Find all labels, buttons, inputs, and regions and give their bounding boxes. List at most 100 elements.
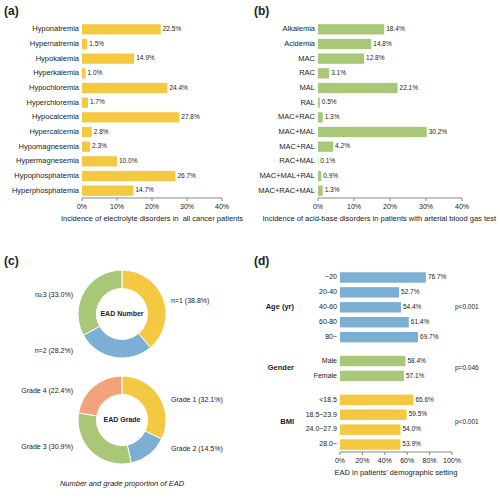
x-tick-label: 80% [423, 457, 437, 464]
category-label: MAC [298, 54, 315, 63]
category-label: 24.0~27.9 [306, 425, 337, 432]
category-label: 60-80 [319, 318, 337, 325]
p-value: p=0.046 [455, 364, 479, 372]
category-label: MAL [300, 83, 315, 92]
p-value: p<0.001 [455, 418, 479, 426]
data-label: 2.3% [92, 142, 107, 149]
data-label: 4.2% [335, 142, 350, 149]
x-axis-label: EAD in patients' demographic setting [335, 468, 458, 477]
bar [82, 171, 175, 181]
data-label: 69.7% [420, 333, 439, 340]
panel-label: (d) [254, 254, 269, 268]
bar [318, 54, 364, 64]
data-label: 76.7% [428, 273, 447, 280]
slice-label: Grade 1 (32.1%) [171, 396, 223, 404]
x-tick [318, 198, 319, 201]
chart-root: Hyponatremia22.5%Hypernatremia1.5%Hypoka… [0, 0, 500, 499]
bar [318, 39, 371, 49]
category-label: 18.5~23.9 [306, 411, 337, 418]
panel: Alkalemia18.4%Acidemia14.8%MAC12.8%RAC3.… [254, 4, 497, 223]
bar [318, 142, 333, 152]
panel-label: (a) [4, 4, 19, 18]
bar [82, 142, 90, 152]
x-tick-label: 20% [145, 203, 159, 210]
x-tick-label: 20% [383, 203, 397, 210]
category-label: MAC+RAL [279, 142, 315, 151]
bar [82, 112, 179, 122]
data-label: 0.5% [322, 98, 337, 105]
x-tick [429, 452, 430, 455]
x-axis-line [340, 452, 452, 453]
data-label: 27.8% [181, 113, 200, 120]
category-label: Female [314, 372, 337, 379]
category-label: MAC+RAC+MAL [258, 186, 315, 195]
data-label: 1.7% [90, 98, 105, 105]
bar [318, 83, 398, 93]
x-tick [82, 198, 83, 201]
data-label: 2.8% [94, 128, 109, 135]
category-label: Hypomagnesemia [19, 142, 80, 151]
category-label: RAL [300, 98, 315, 107]
data-label: 1.3% [325, 186, 340, 193]
bar [82, 54, 134, 64]
bar [82, 127, 92, 137]
data-label: 18.4% [386, 25, 405, 32]
p-value: p<0.001 [455, 303, 479, 311]
bar [340, 439, 400, 449]
panel-label: (c) [4, 254, 19, 268]
donut-slice [122, 270, 166, 348]
bar [318, 171, 321, 181]
donut: n=1 (38.8%)n=2 (28.2%)n≥3 (33.0%)EAD Num… [4, 254, 209, 358]
bar [340, 302, 401, 312]
panel: Hyponatremia22.5%Hypernatremia1.5%Hypoka… [4, 4, 243, 223]
donut-title: EAD Number [100, 310, 143, 317]
x-tick-label: 60% [400, 457, 414, 464]
category-label: 80~ [325, 333, 337, 340]
donut-slice [78, 270, 122, 335]
category-label: 28.0~ [319, 440, 337, 447]
data-label: 1.0% [88, 69, 103, 76]
x-tick-label: 40% [455, 203, 469, 210]
data-label: 52.7% [401, 288, 420, 295]
x-tick-label: 0% [77, 203, 87, 210]
category-label: Hyponatremia [32, 24, 80, 33]
group-label: Age (yr) [266, 302, 295, 311]
category-label: MAC+MAL+RAL [260, 171, 315, 180]
data-label: 53.9% [402, 440, 421, 447]
x-tick [117, 198, 118, 201]
bars [318, 24, 427, 196]
bar [82, 24, 161, 34]
data-label: 30.2% [429, 128, 448, 135]
data-label: 1.3% [325, 113, 340, 120]
x-tick [390, 198, 391, 201]
data-label: 14.7% [135, 186, 154, 193]
category-label: Hyperkalemia [33, 68, 80, 77]
category-label: 40-60 [319, 303, 337, 310]
x-tick [354, 198, 355, 201]
x-tick-label: 0% [335, 457, 345, 464]
donut-slice [79, 376, 122, 416]
slice-label: Grade 2 (14.5%) [171, 445, 223, 453]
x-tick-label: 10% [110, 203, 124, 210]
x-tick [452, 452, 453, 455]
bar [318, 112, 323, 122]
x-tick-label: 40% [378, 457, 392, 464]
x-tick [152, 198, 153, 201]
slice-label: n=1 (38.8%) [171, 297, 209, 305]
x-tick [362, 452, 363, 455]
footer: Number and grade proportion of EAD [60, 479, 185, 488]
data-label: 26.7% [177, 172, 196, 179]
slice-label: Grade 4 (22.4%) [21, 387, 73, 395]
bar [318, 68, 329, 78]
x-tick-label: 30% [180, 203, 194, 210]
x-tick [407, 452, 408, 455]
data-label: 0.1% [320, 157, 335, 164]
data-label: 61.4% [411, 318, 430, 325]
x-tick-label: 30% [419, 203, 433, 210]
donut: Grade 1 (32.1%)Grade 2 (14.5%)Grade 3 (3… [21, 376, 223, 488]
x-tick [462, 198, 463, 201]
category-label: Male [322, 357, 337, 364]
donut-title: EAD Grade [104, 416, 141, 423]
x-tick [340, 452, 341, 455]
category-label: MAC+RAC [278, 112, 315, 121]
